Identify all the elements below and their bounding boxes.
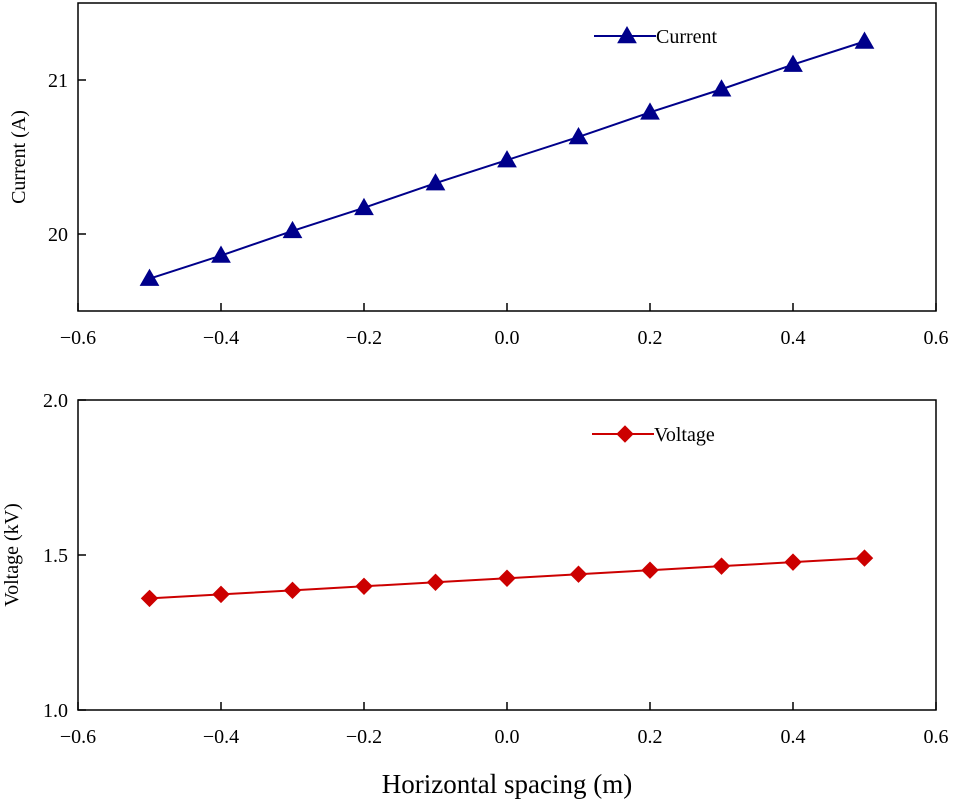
voltage-x-tick-label: 0.6 <box>924 726 949 748</box>
voltage-data-point <box>784 553 802 571</box>
voltage-plot-frame <box>77 399 937 711</box>
current-data-point <box>354 197 374 216</box>
voltage-y-tick-label: 2.0 <box>43 390 68 412</box>
voltage-x-tick-label: −0.2 <box>346 726 382 748</box>
current-y-tick-label: 21 <box>48 70 68 92</box>
voltage-data-point <box>426 573 445 591</box>
voltage-data-point <box>712 557 731 575</box>
voltage-data-point <box>355 577 373 596</box>
current-x-tick-label: −0.4 <box>203 327 239 349</box>
current-legend: Current <box>594 25 718 48</box>
current-data-point <box>640 102 660 120</box>
voltage-legend-marker <box>616 425 634 443</box>
current-x-tick-label: 0.6 <box>924 327 949 349</box>
voltage-chart: −0.6 −0.4 −0.2 0.0 0.2 0.4 0.6 1.0 1.5 2.0 Volta… <box>1 390 949 799</box>
x-axis-label: Horizontal spacing (m) <box>382 769 632 799</box>
voltage-data-point <box>283 581 302 600</box>
current-x-tick-label: 0.2 <box>638 327 663 349</box>
voltage-data-point <box>855 549 874 567</box>
voltage-legend-label: Voltage <box>654 424 715 446</box>
current-y-tick-label: 20 <box>48 224 68 246</box>
current-x-tick-label: 0.4 <box>781 327 806 349</box>
current-data-point <box>568 126 589 145</box>
current-legend-label: Current <box>656 26 718 48</box>
voltage-data-point <box>498 569 516 587</box>
voltage-data-point <box>140 589 159 608</box>
voltage-x-tick-label: −0.6 <box>60 726 96 748</box>
voltage-legend: Voltage <box>592 424 715 446</box>
voltage-x-tick-label: 0.4 <box>781 726 806 748</box>
voltage-y-tick-label: 1.0 <box>43 700 68 722</box>
current-x-tick-label: −0.2 <box>346 327 382 349</box>
current-data-point <box>282 220 303 239</box>
current-data-point <box>497 150 517 168</box>
current-data-point <box>711 79 732 97</box>
voltage-data-point <box>569 565 588 583</box>
current-x-tick-label: 0.0 <box>495 327 520 349</box>
current-x-tick-label: −0.6 <box>60 327 96 349</box>
current-y-axis-label: Current (A) <box>8 110 30 204</box>
voltage-y-axis-label: Voltage (kV) <box>1 503 23 607</box>
voltage-x-tick-label: 0.2 <box>638 726 663 748</box>
current-data-point <box>139 268 160 286</box>
voltage-data-point <box>212 585 230 604</box>
voltage-x-tick-label: −0.4 <box>203 726 239 748</box>
current-legend-marker <box>617 25 637 44</box>
voltage-y-tick-label: 1.5 <box>43 545 68 567</box>
current-data-point <box>854 31 875 49</box>
current-data-point <box>783 54 803 72</box>
voltage-x-tick-label: 0.0 <box>495 726 520 748</box>
current-data-point <box>211 245 231 263</box>
current-chart: −0.6 −0.4 −0.2 0.0 0.2 0.4 0.6 20 21 Current Cu… <box>8 2 949 349</box>
voltage-data-point <box>641 561 659 579</box>
current-data-point <box>425 173 446 191</box>
